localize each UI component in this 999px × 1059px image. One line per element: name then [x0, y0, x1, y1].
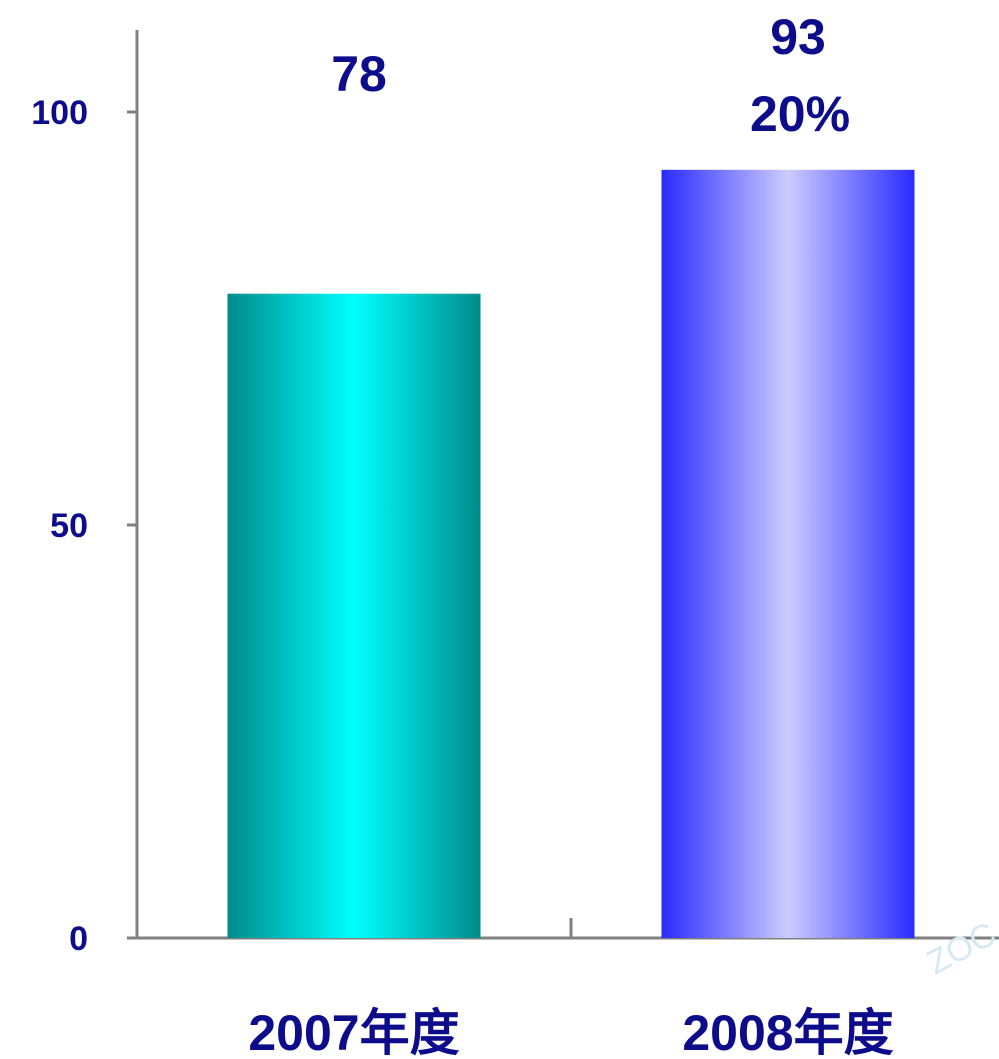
y-tick-label: 0 [69, 920, 88, 958]
data-label: 78 [331, 46, 387, 102]
bar-2007年度 [227, 293, 481, 939]
category-label: 2008年度 [682, 1005, 893, 1059]
data-label: 93 [770, 9, 826, 65]
bars [227, 169, 915, 939]
watermark-text: ZOC [921, 915, 999, 982]
data-labels: 78 93 20% [331, 9, 850, 142]
bar-2008年度 [661, 169, 915, 938]
x-axis-categories: 2007年度 2008年度 [248, 1005, 893, 1059]
y-tick-label: 50 [50, 507, 88, 545]
y-tick-label: 100 [31, 94, 88, 132]
y-axis-ticks: 0 50 100 [31, 94, 137, 958]
growth-annotation: 20% [750, 86, 850, 142]
category-label: 2007年度 [248, 1005, 459, 1059]
